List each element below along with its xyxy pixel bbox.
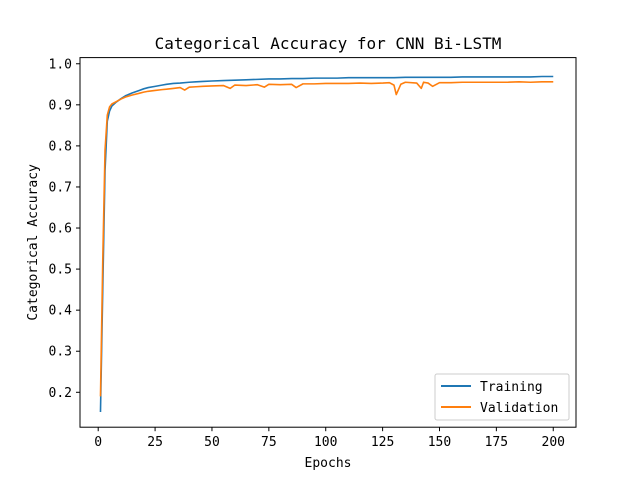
legend: Training Validation — [434, 373, 570, 421]
y-tick-label: 0.8 — [49, 139, 72, 154]
x-axis-title: Epochs — [305, 456, 352, 471]
y-tick-label: 1.0 — [49, 57, 72, 72]
x-tick-label: 200 — [542, 435, 565, 450]
series-lines — [99, 75, 554, 413]
chart-title: Categorical Accuracy for CNN Bi-LSTM — [155, 34, 502, 53]
x-axis: 0 25 50 75 100 125 150 175 200 — [94, 427, 565, 450]
y-axis: 0.2 0.3 0.4 0.5 0.6 0.7 0.8 0.9 1.0 — [49, 57, 80, 401]
series-line-validation — [99, 81, 554, 397]
legend-label-validation: Validation — [480, 401, 558, 416]
series-line-training — [99, 75, 554, 413]
x-tick-label: 75 — [261, 435, 277, 450]
x-tick-label: 0 — [94, 435, 102, 450]
x-tick-label: 175 — [485, 435, 508, 450]
legend-label-training: Training — [480, 380, 543, 395]
y-tick-label: 0.5 — [49, 263, 72, 278]
x-tick-label: 50 — [204, 435, 220, 450]
plot-area — [79, 57, 577, 428]
y-tick-label: 0.2 — [49, 386, 72, 401]
y-tick-label: 0.4 — [49, 304, 73, 319]
y-tick-label: 0.7 — [49, 180, 72, 195]
y-tick-label: 0.3 — [49, 345, 72, 360]
y-tick-label: 0.6 — [49, 222, 72, 237]
x-tick-label: 125 — [371, 435, 394, 450]
x-tick-label: 150 — [428, 435, 451, 450]
y-tick-label: 0.9 — [49, 98, 72, 113]
y-axis-title: Categorical Accuracy — [26, 164, 41, 321]
x-tick-label: 100 — [314, 435, 337, 450]
x-tick-label: 25 — [147, 435, 163, 450]
